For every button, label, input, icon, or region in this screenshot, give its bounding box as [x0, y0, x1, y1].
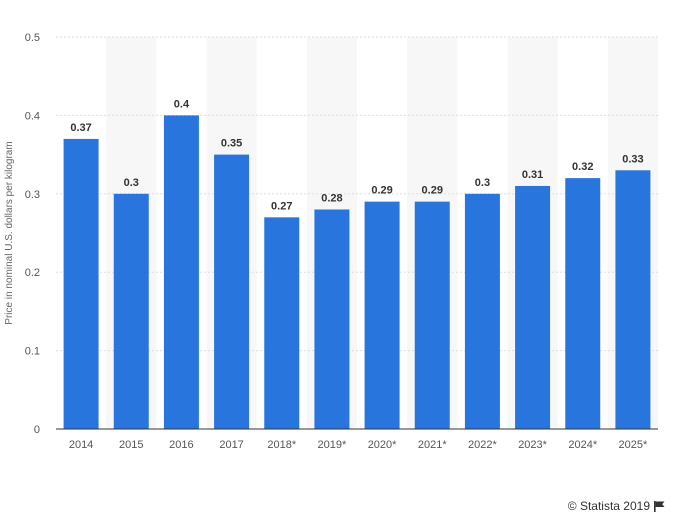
x-tick-label: 2022* — [468, 439, 497, 451]
x-tick-label: 2024* — [568, 439, 597, 451]
y-tick-label: 0.1 — [25, 346, 40, 358]
data-label: 0.33 — [622, 153, 643, 165]
x-tick-label: 2021* — [418, 439, 447, 451]
bar[interactable] — [314, 209, 350, 429]
bar[interactable] — [515, 185, 551, 429]
x-tick-label: 2016 — [169, 439, 193, 451]
y-axis-ticks: 0 0.1 0.2 0.3 0.4 0.5 — [25, 32, 40, 436]
source-credit[interactable]: © Statista 2019 — [568, 499, 665, 513]
bar[interactable] — [264, 217, 300, 429]
x-axis-ticks: 2014 2015 2016 2017 2018* 2019* 2020* 2021* 2022… — [69, 439, 648, 451]
flag-icon[interactable] — [654, 500, 665, 512]
bar[interactable] — [414, 201, 450, 429]
data-label: 0.28 — [321, 192, 342, 204]
data-labels: 0.37 0.3 0.4 0.35 0.27 0.28 0.29 0.29 0.3 0.31 0.3… — [70, 98, 643, 212]
bars — [63, 115, 651, 430]
data-label: 0.35 — [221, 138, 242, 150]
bar[interactable] — [163, 115, 199, 430]
x-tick-label: 2019* — [318, 439, 347, 451]
bar[interactable] — [113, 193, 149, 429]
data-label: 0.29 — [371, 185, 392, 197]
x-tick-label: 2015 — [119, 439, 143, 451]
y-tick-label: 0.5 — [25, 32, 40, 44]
data-label: 0.4 — [174, 98, 190, 110]
bar[interactable] — [364, 201, 400, 429]
data-label: 0.3 — [475, 177, 490, 189]
data-label: 0.27 — [271, 200, 292, 212]
bar[interactable] — [214, 154, 250, 429]
x-tick-label: 2020* — [368, 439, 397, 451]
data-label: 0.32 — [572, 161, 593, 173]
data-label: 0.31 — [522, 169, 543, 181]
data-label: 0.37 — [70, 122, 91, 134]
data-label: 0.3 — [124, 177, 139, 189]
credit-text: © Statista 2019 — [567, 499, 650, 513]
y-axis-title: Price in nominal U.S. dollars per kilogr… — [4, 141, 15, 324]
x-tick-label: 2023* — [518, 439, 547, 451]
bar[interactable] — [615, 170, 651, 429]
y-tick-label: 0.3 — [25, 189, 40, 201]
y-tick-label: 0.2 — [25, 267, 40, 279]
y-tick-label: 0.4 — [25, 110, 40, 122]
bar[interactable] — [464, 193, 500, 429]
bar[interactable] — [63, 138, 99, 430]
x-tick-label: 2014 — [69, 439, 93, 451]
x-tick-label: 2018* — [267, 439, 296, 451]
bar[interactable] — [565, 178, 601, 429]
x-tick-label: 2017 — [219, 439, 243, 451]
data-label: 0.29 — [422, 185, 443, 197]
x-tick-label: 2025* — [619, 439, 648, 451]
y-tick-label: 0 — [34, 424, 40, 436]
